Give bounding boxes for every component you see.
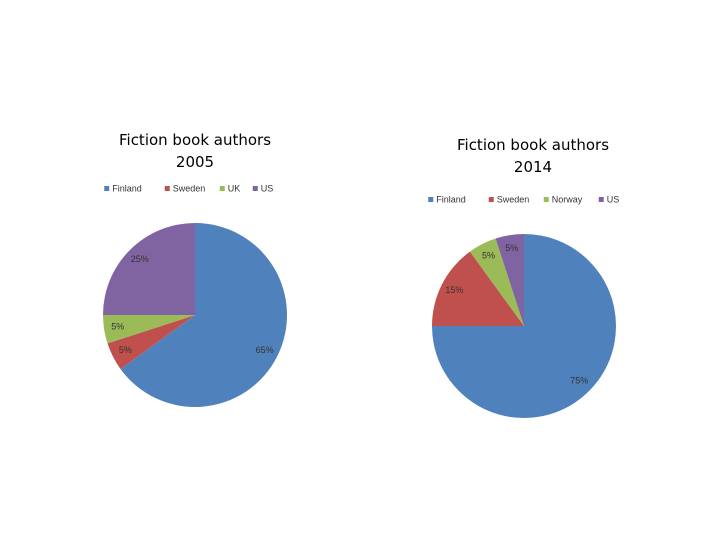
data-label: 15% <box>445 285 463 295</box>
legend-label: Sweden <box>173 183 206 193</box>
legend-label: Norway <box>552 194 583 204</box>
data-label: 5% <box>505 243 518 253</box>
data-label: 65% <box>256 345 274 355</box>
pie-slice <box>120 223 287 407</box>
legend-swatch <box>252 186 258 191</box>
chart-title: Fiction book authors 2005 <box>118 131 272 171</box>
pie-slice <box>103 315 195 344</box>
legend-label: US <box>261 183 274 193</box>
data-label: 25% <box>131 254 149 264</box>
pie-slice <box>495 234 524 326</box>
data-label: 75% <box>570 376 588 386</box>
data-label: 5% <box>111 322 124 332</box>
pie-slice <box>432 251 524 326</box>
pie-slice <box>107 315 195 370</box>
legend-swatch <box>104 186 110 191</box>
legend-swatch <box>598 197 604 202</box>
legend-label: US <box>607 194 620 204</box>
legend-label: UK <box>228 183 241 193</box>
pie-slice <box>469 238 524 326</box>
legend-swatch <box>164 186 170 191</box>
data-label: 5% <box>482 251 495 261</box>
legend-label: Sweden <box>497 194 530 204</box>
pie-slice <box>103 223 195 315</box>
legend-swatch <box>428 197 434 202</box>
chart-title: Fiction book authors 2014 <box>456 136 610 176</box>
legend-label: Finland <box>112 183 142 193</box>
legend-swatch <box>488 197 494 202</box>
data-label: 5% <box>119 345 132 355</box>
legend-swatch <box>219 186 225 191</box>
legend-label: Finland <box>436 194 466 204</box>
legend-swatch <box>543 197 549 202</box>
